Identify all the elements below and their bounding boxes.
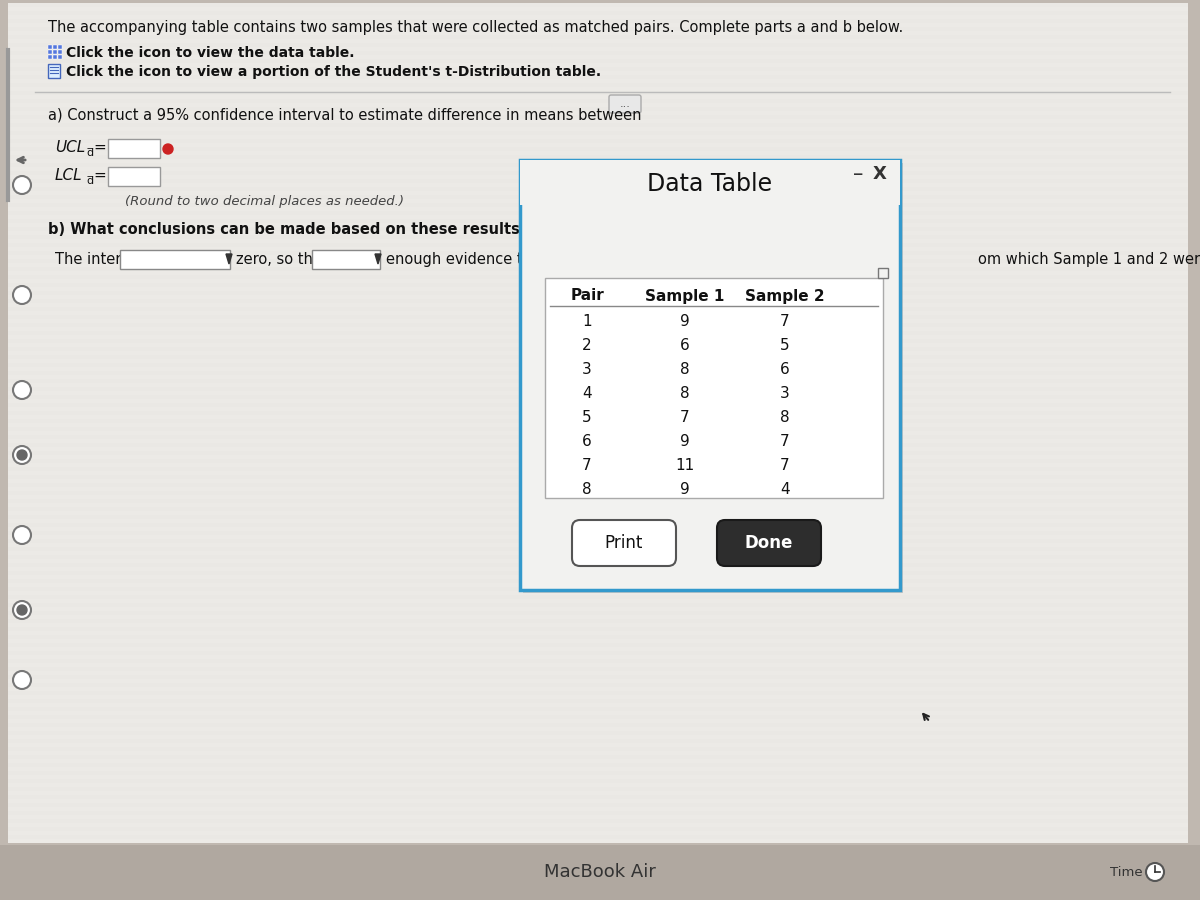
Text: d̅: d̅ xyxy=(86,148,94,158)
Text: Data Table: Data Table xyxy=(648,172,773,196)
Polygon shape xyxy=(374,254,382,264)
Text: 5: 5 xyxy=(780,338,790,354)
Polygon shape xyxy=(226,254,232,264)
FancyBboxPatch shape xyxy=(53,50,58,54)
Text: 5: 5 xyxy=(582,410,592,426)
Text: 7: 7 xyxy=(780,314,790,329)
Text: UCL: UCL xyxy=(55,140,85,155)
FancyBboxPatch shape xyxy=(108,139,160,158)
Circle shape xyxy=(13,601,31,619)
Text: The accompanying table contains two samples that were collected as matched pairs: The accompanying table contains two samp… xyxy=(48,20,904,35)
Text: =: = xyxy=(94,168,106,183)
Text: 8: 8 xyxy=(582,482,592,498)
Text: b) What conclusions can be made based on these results?: b) What conclusions can be made based on… xyxy=(48,222,528,237)
FancyBboxPatch shape xyxy=(572,520,676,566)
Text: 9: 9 xyxy=(680,482,690,498)
Text: 3: 3 xyxy=(780,386,790,401)
Circle shape xyxy=(13,671,31,689)
FancyBboxPatch shape xyxy=(610,95,641,113)
FancyBboxPatch shape xyxy=(520,160,900,590)
Circle shape xyxy=(13,286,31,304)
FancyBboxPatch shape xyxy=(545,278,883,498)
Text: 4: 4 xyxy=(582,386,592,401)
Circle shape xyxy=(17,605,28,615)
Text: 9: 9 xyxy=(680,314,690,329)
Text: 11: 11 xyxy=(676,458,695,473)
Text: Print: Print xyxy=(605,534,643,552)
Circle shape xyxy=(163,144,173,154)
Text: om which Sample 1 and 2 were drawn: om which Sample 1 and 2 were drawn xyxy=(978,252,1200,267)
Text: MacBook Air: MacBook Air xyxy=(544,863,656,881)
FancyBboxPatch shape xyxy=(108,167,160,186)
Text: 7: 7 xyxy=(780,435,790,449)
Text: 2: 2 xyxy=(582,338,592,354)
Circle shape xyxy=(1146,863,1164,881)
Text: 6: 6 xyxy=(780,363,790,377)
Text: ...: ... xyxy=(619,99,630,109)
Text: Click the icon to view a portion of the Student's t-Distribution table.: Click the icon to view a portion of the … xyxy=(66,65,601,79)
Text: –: – xyxy=(853,164,863,184)
FancyBboxPatch shape xyxy=(53,55,58,59)
Text: LCL: LCL xyxy=(55,168,83,183)
Text: (Round to two decimal places as needed.): (Round to two decimal places as needed.) xyxy=(125,195,404,208)
FancyBboxPatch shape xyxy=(48,45,52,49)
Text: 9: 9 xyxy=(680,435,690,449)
FancyBboxPatch shape xyxy=(312,250,380,269)
Text: 8: 8 xyxy=(680,386,690,401)
Text: a) Construct a 95% confidence interval to estimate difference in means between: a) Construct a 95% confidence interval t… xyxy=(48,108,642,123)
Circle shape xyxy=(17,450,28,460)
Text: Time: Time xyxy=(1110,866,1142,878)
Circle shape xyxy=(13,526,31,544)
FancyBboxPatch shape xyxy=(120,250,230,269)
FancyBboxPatch shape xyxy=(58,45,62,49)
Text: 6: 6 xyxy=(582,435,592,449)
Circle shape xyxy=(13,381,31,399)
Text: d̅: d̅ xyxy=(86,176,94,186)
Text: Pair: Pair xyxy=(570,289,604,303)
Text: 8: 8 xyxy=(680,363,690,377)
Text: The interval: The interval xyxy=(55,252,143,267)
Text: 3: 3 xyxy=(582,363,592,377)
FancyBboxPatch shape xyxy=(48,64,60,78)
Text: 7: 7 xyxy=(680,410,690,426)
Text: 7: 7 xyxy=(780,458,790,473)
Circle shape xyxy=(13,176,31,194)
Text: 8: 8 xyxy=(780,410,790,426)
Text: 7: 7 xyxy=(582,458,592,473)
Text: 1: 1 xyxy=(582,314,592,329)
FancyBboxPatch shape xyxy=(48,50,52,54)
FancyBboxPatch shape xyxy=(53,45,58,49)
FancyBboxPatch shape xyxy=(8,3,1188,843)
FancyBboxPatch shape xyxy=(718,520,821,566)
Text: zero, so there: zero, so there xyxy=(236,252,337,267)
Text: Sample 1: Sample 1 xyxy=(646,289,725,303)
Text: Click the icon to view the data table.: Click the icon to view the data table. xyxy=(66,46,354,60)
FancyBboxPatch shape xyxy=(58,55,62,59)
Text: enough evidence to concl: enough evidence to concl xyxy=(386,252,575,267)
FancyBboxPatch shape xyxy=(0,845,1200,900)
Text: Sample 2: Sample 2 xyxy=(745,289,824,303)
FancyBboxPatch shape xyxy=(878,268,888,278)
FancyBboxPatch shape xyxy=(523,163,904,593)
Text: =: = xyxy=(94,140,106,155)
Text: 4: 4 xyxy=(780,482,790,498)
FancyBboxPatch shape xyxy=(48,55,52,59)
Text: Done: Done xyxy=(745,534,793,552)
FancyBboxPatch shape xyxy=(520,160,900,205)
Circle shape xyxy=(13,446,31,464)
FancyBboxPatch shape xyxy=(58,50,62,54)
Text: X: X xyxy=(874,165,887,183)
Text: 6: 6 xyxy=(680,338,690,354)
